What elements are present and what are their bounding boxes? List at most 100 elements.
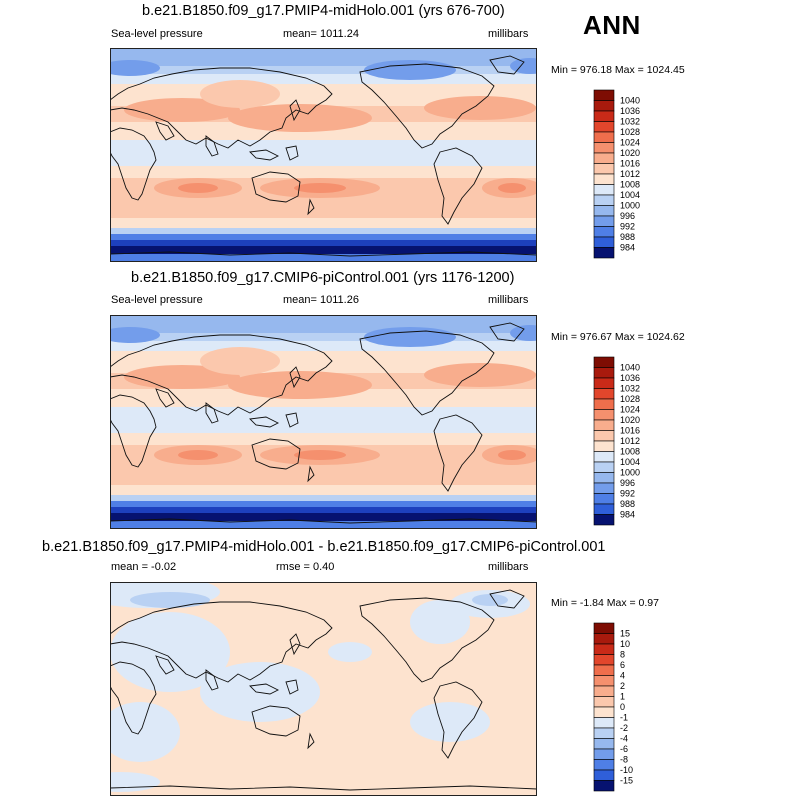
coastline [359, 63, 495, 149]
subtropical-high [228, 104, 372, 132]
pressure-band [110, 341, 537, 351]
polar-low [364, 327, 456, 347]
diff-negative-area [110, 702, 180, 762]
pressure-band [110, 333, 537, 341]
panel-3-map [110, 582, 537, 796]
coastline [249, 416, 280, 428]
coastline [110, 251, 537, 257]
colorbar-label: 1004 [620, 190, 640, 200]
pressure-band [110, 501, 537, 507]
coastline [110, 394, 157, 468]
colorbar-label: 988 [620, 232, 635, 242]
colorbar-box [593, 367, 615, 379]
pressure-band [110, 74, 537, 84]
coastline [289, 633, 301, 656]
pressure-band [110, 140, 537, 166]
pressure-band [110, 433, 537, 445]
diff-negative-area [200, 662, 320, 722]
coastline [251, 705, 301, 737]
map-frame [110, 48, 537, 262]
colorbar-box [593, 685, 615, 697]
colorbar-box [593, 780, 615, 792]
colorbar-label: 1024 [620, 138, 640, 148]
colorbar-box [593, 89, 615, 101]
colorbar-label: 1020 [620, 148, 640, 158]
coastline [110, 785, 537, 791]
coastline [307, 732, 315, 750]
subtropical-high [424, 363, 536, 387]
panel-2-variable: Sea-level pressure [111, 294, 203, 306]
coastline [110, 127, 157, 201]
pressure-band [110, 315, 537, 333]
colorbar-box [593, 173, 615, 185]
colorbar-label: 1028 [620, 127, 640, 137]
colorbar-box [593, 493, 615, 505]
colorbar-label: 988 [620, 499, 635, 509]
colorbar-label: 996 [620, 211, 635, 221]
polar-low [110, 327, 160, 343]
coastline [110, 334, 333, 416]
pressure-band [110, 234, 537, 240]
colorbar-label: 0 [620, 702, 625, 712]
colorbar-box [593, 664, 615, 676]
colorbar-label: 1008 [620, 180, 640, 190]
pressure-band [110, 495, 537, 501]
colorbar-box [593, 356, 615, 368]
pressure-band [110, 166, 537, 178]
colorbar-box [593, 727, 615, 739]
coastline [110, 67, 333, 149]
panel-2-minmax: Min = 976.67 Max = 1024.62 [551, 331, 685, 343]
colorbar-label: 15 [620, 629, 630, 639]
colorbar-label: 1000 [620, 468, 640, 478]
coastline [489, 589, 525, 609]
colorbar-label: 1032 [620, 384, 640, 394]
coastline [110, 518, 537, 524]
map-frame [110, 315, 537, 529]
siberian-high [200, 347, 280, 375]
panel-3-mean: mean = -0.02 [111, 561, 177, 573]
panel-3-rmse: rmse = 0.40 [276, 561, 335, 573]
panel-1-variable: Sea-level pressure [111, 28, 203, 40]
coastline [433, 414, 483, 492]
colorbar-label: 1000 [620, 201, 640, 211]
high-core [178, 183, 218, 193]
coastline [251, 171, 301, 203]
colorbar-label: -15 [620, 776, 633, 786]
panel-3-title: b.e21.B1850.f09_g17.PMIP4-midHolo.001 - … [42, 539, 606, 555]
diff-negative-area [410, 702, 490, 742]
colorbar-box [593, 409, 615, 421]
panel-1-mean: mean= 1011.24 [283, 28, 359, 40]
colorbar-box [593, 152, 615, 164]
pressure-band [110, 254, 537, 262]
coastline [359, 330, 495, 416]
pressure-band [110, 48, 537, 66]
diff-negative-core [472, 594, 508, 606]
colorbar-label: 996 [620, 478, 635, 488]
panel-2-colorbar: 1040103610321028102410201016101210081004… [593, 356, 640, 526]
panel-1-minmax: Min = 976.18 Max = 1024.45 [551, 64, 685, 76]
colorbar-box [593, 121, 615, 133]
colorbar-box [593, 748, 615, 760]
colorbar-box [593, 100, 615, 112]
high-core [178, 450, 218, 460]
pressure-band [110, 507, 537, 513]
siberian-high [200, 80, 280, 108]
diff-negative-area [110, 612, 230, 692]
pressure-band [110, 218, 537, 228]
pressure-band [110, 246, 537, 254]
colorbar-box [593, 419, 615, 431]
colorbar-box [593, 163, 615, 175]
diff-negative-area [328, 642, 372, 662]
colorbar-label: 1040 [620, 96, 640, 106]
diff-negative-area [410, 600, 470, 644]
colorbar-label: -10 [620, 765, 633, 775]
panel-2-map [110, 315, 537, 529]
coastline [205, 402, 219, 424]
colorbar-label: 992 [620, 489, 635, 499]
colorbar-box [593, 184, 615, 196]
colorbar-label: 1036 [620, 106, 640, 116]
coastline [359, 597, 495, 683]
colorbar-label: 984 [620, 243, 635, 253]
coastline [205, 669, 219, 691]
colorbar-label: 1004 [620, 457, 640, 467]
